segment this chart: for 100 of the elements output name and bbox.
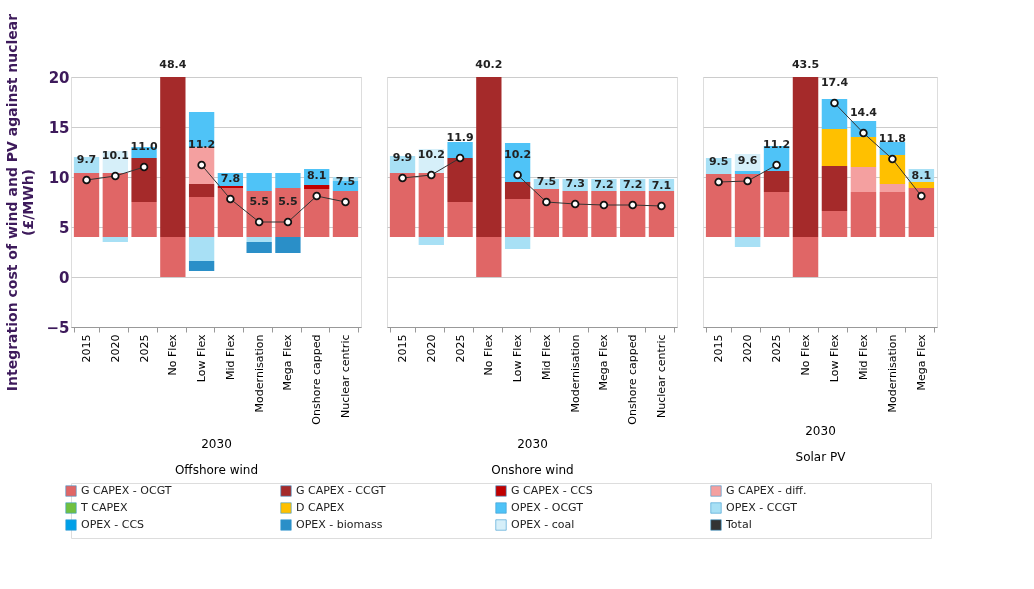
point bbox=[341, 197, 350, 207]
data-label: 9.5 bbox=[708, 155, 729, 168]
x-tick-label: 2020 bbox=[741, 334, 755, 363]
point bbox=[427, 170, 436, 180]
bar bbox=[821, 166, 848, 211]
annotation: 40.2 bbox=[475, 58, 503, 71]
bar bbox=[217, 188, 244, 237]
bar bbox=[821, 129, 848, 166]
bar bbox=[102, 237, 128, 242]
data-label: 7.8 bbox=[220, 172, 241, 185]
bar bbox=[908, 188, 935, 237]
bar bbox=[734, 171, 761, 174]
data-label: 11.8 bbox=[878, 132, 906, 145]
point bbox=[542, 197, 551, 207]
point bbox=[714, 177, 723, 187]
bar bbox=[188, 197, 215, 237]
legend-label: G CAPEX - OCGT bbox=[81, 484, 172, 497]
bar bbox=[504, 237, 531, 249]
annotation: 48.4 bbox=[159, 58, 187, 71]
bar bbox=[389, 173, 416, 237]
bar bbox=[562, 191, 588, 237]
point bbox=[743, 176, 752, 186]
bar bbox=[792, 77, 819, 237]
x-tick-label: 2025 bbox=[137, 334, 151, 363]
bar bbox=[763, 192, 790, 237]
bar bbox=[160, 237, 186, 277]
x-tick-label: Modernisation bbox=[252, 334, 266, 413]
data-label: 7.3 bbox=[565, 177, 585, 190]
bar bbox=[850, 192, 877, 237]
x-tick-label: 2015 bbox=[712, 334, 726, 363]
bar bbox=[648, 191, 675, 237]
bar bbox=[476, 237, 502, 277]
legend-label: OPEX - CCGT bbox=[726, 501, 798, 514]
point bbox=[772, 160, 781, 170]
bar bbox=[879, 184, 906, 192]
point bbox=[628, 200, 637, 210]
x-tick-label: Mid Flex bbox=[539, 334, 553, 380]
point bbox=[513, 170, 522, 180]
x-tick-label: No Flex bbox=[799, 334, 813, 376]
bar bbox=[850, 167, 877, 192]
bar bbox=[620, 191, 646, 237]
bar bbox=[447, 202, 473, 237]
x-tick-label: 2015 bbox=[80, 334, 94, 363]
x-tick-label: 2015 bbox=[396, 334, 410, 363]
point bbox=[283, 217, 293, 227]
point bbox=[570, 199, 580, 209]
legend-label: G CAPEX - CCS bbox=[511, 484, 593, 497]
bar bbox=[821, 211, 848, 237]
bar bbox=[850, 137, 877, 167]
x-tick-label: Low Flex bbox=[827, 334, 841, 383]
point bbox=[312, 191, 321, 201]
data-label: 11.9 bbox=[446, 131, 474, 144]
bar bbox=[504, 199, 531, 237]
y-tick-label: 10 bbox=[48, 168, 70, 187]
data-label: 8.1 bbox=[911, 169, 932, 182]
bar bbox=[304, 189, 330, 237]
bar bbox=[591, 191, 617, 237]
bar bbox=[275, 173, 301, 188]
bar bbox=[246, 173, 272, 191]
point bbox=[830, 98, 839, 108]
bar bbox=[476, 77, 502, 237]
x-tick-label: 2025 bbox=[453, 334, 467, 363]
bar bbox=[275, 237, 301, 253]
bar bbox=[734, 237, 761, 247]
x-tick-label: Nuclear centric bbox=[338, 334, 352, 419]
data-label: 7.5 bbox=[335, 175, 356, 188]
point bbox=[917, 191, 926, 201]
legend-label: G CAPEX - diff. bbox=[726, 484, 807, 497]
bar bbox=[447, 142, 473, 158]
point bbox=[82, 175, 91, 185]
legend-label: OPEX - coal bbox=[511, 518, 575, 531]
bar bbox=[504, 182, 531, 199]
data-label: 9.7 bbox=[76, 153, 97, 166]
bar bbox=[304, 185, 330, 189]
bar bbox=[188, 237, 215, 261]
point bbox=[657, 201, 666, 211]
point bbox=[139, 162, 149, 172]
y-tick-label: 15 bbox=[48, 118, 70, 137]
bar bbox=[246, 191, 272, 237]
bar bbox=[131, 202, 157, 237]
bar bbox=[792, 237, 819, 277]
x-tick-label: 2025 bbox=[770, 334, 784, 363]
bar bbox=[763, 171, 790, 192]
bar bbox=[418, 237, 444, 245]
bar bbox=[447, 158, 473, 202]
bar bbox=[188, 261, 215, 271]
bar bbox=[73, 173, 100, 237]
data-label: 5.5 bbox=[249, 195, 269, 208]
bar bbox=[275, 188, 301, 237]
legend-label: Total bbox=[725, 518, 752, 531]
x-tick-label: Mid Flex bbox=[223, 334, 237, 380]
legend-label: OPEX - CCS bbox=[81, 518, 145, 531]
bar bbox=[246, 237, 272, 242]
x-tick-label: Modernisation bbox=[568, 334, 582, 413]
x-axis-title: Onshore wind bbox=[491, 462, 574, 477]
data-label: 17.4 bbox=[820, 76, 849, 89]
point bbox=[455, 153, 465, 163]
bar bbox=[908, 182, 935, 188]
data-label: 10.1 bbox=[101, 149, 129, 162]
data-label: 7.5 bbox=[536, 175, 557, 188]
